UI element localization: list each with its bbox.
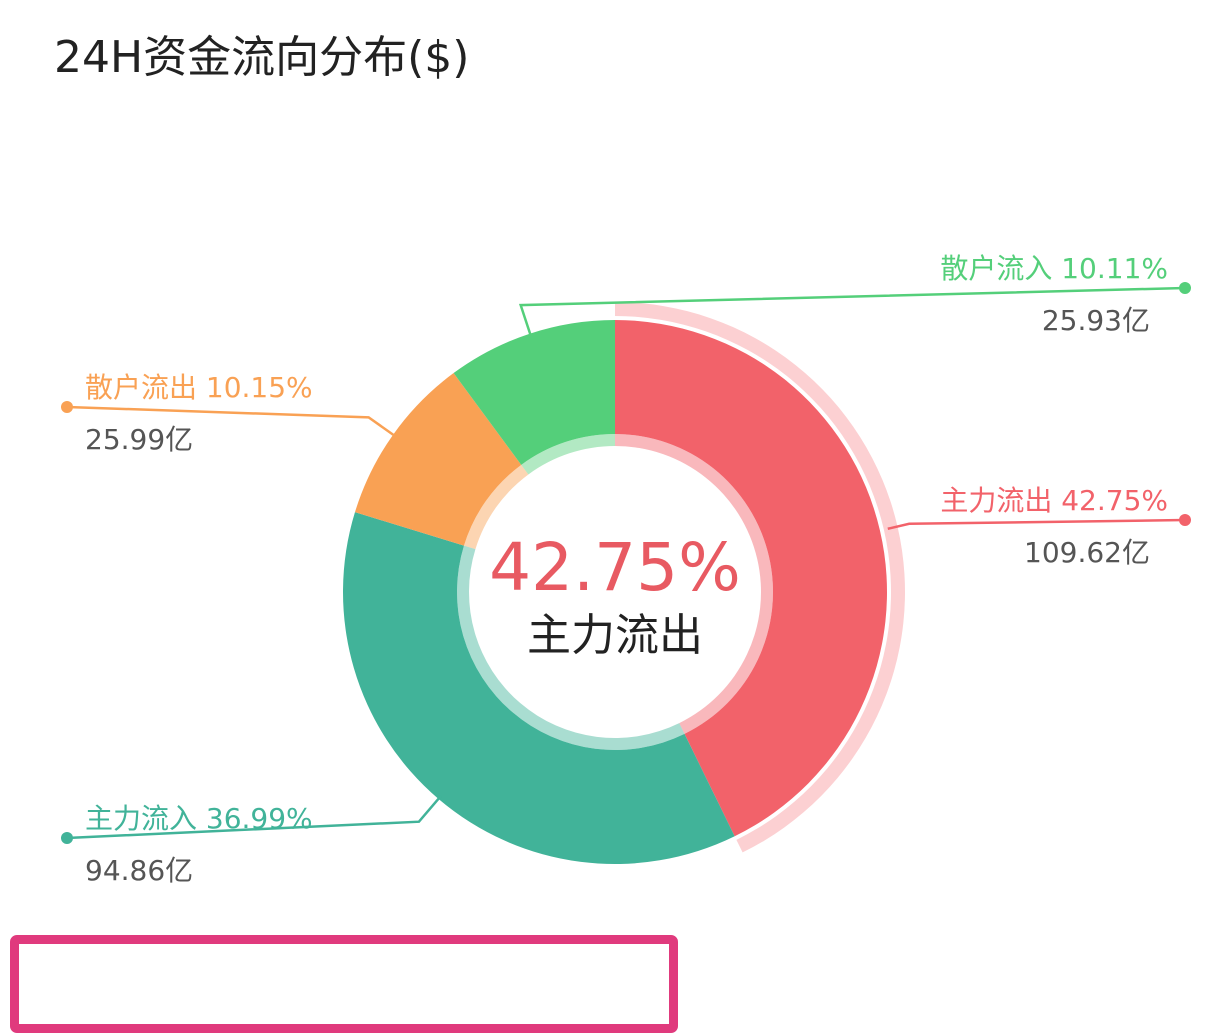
- segment-label-2: 散户流出 10.15%: [85, 371, 313, 404]
- leader-line-3: [518, 286, 1186, 338]
- donut-slice-2[interactable]: [354, 373, 522, 546]
- segment-label-3: 散户流入 10.11%: [940, 252, 1168, 285]
- leader-dot-1: [61, 832, 73, 844]
- donut-slice-1[interactable]: [342, 512, 735, 864]
- segment-value-1: 94.86亿: [85, 854, 193, 887]
- leader-dot-0: [1179, 514, 1191, 526]
- leader-line-1: [66, 795, 442, 840]
- segment-value-0: 109.62亿: [1024, 536, 1150, 569]
- leader-dot-2: [61, 401, 73, 413]
- segment-label-0: 主力流出 42.75%: [940, 484, 1168, 517]
- inner-ring-3: [521, 434, 615, 475]
- leader-dot-3: [1179, 282, 1191, 294]
- segment-value-3: 25.93亿: [1042, 304, 1150, 337]
- center-label: 主力流出: [527, 610, 703, 661]
- chart-title: 24H资金流向分布($): [54, 32, 470, 83]
- segment-label-1: 主力流入 36.99%: [85, 802, 313, 835]
- inner-ring-2: [463, 464, 529, 550]
- donut-slice-0[interactable]: [615, 320, 887, 837]
- leader-line-0: [887, 518, 1186, 530]
- center-percent: 42.75%: [489, 529, 741, 606]
- leader-line-2: [66, 405, 398, 439]
- segment-value-2: 25.99亿: [85, 423, 193, 456]
- inner-ring-1: [457, 545, 685, 750]
- highlight-card: [10, 935, 678, 1033]
- donut-slice-3[interactable]: [453, 320, 615, 465]
